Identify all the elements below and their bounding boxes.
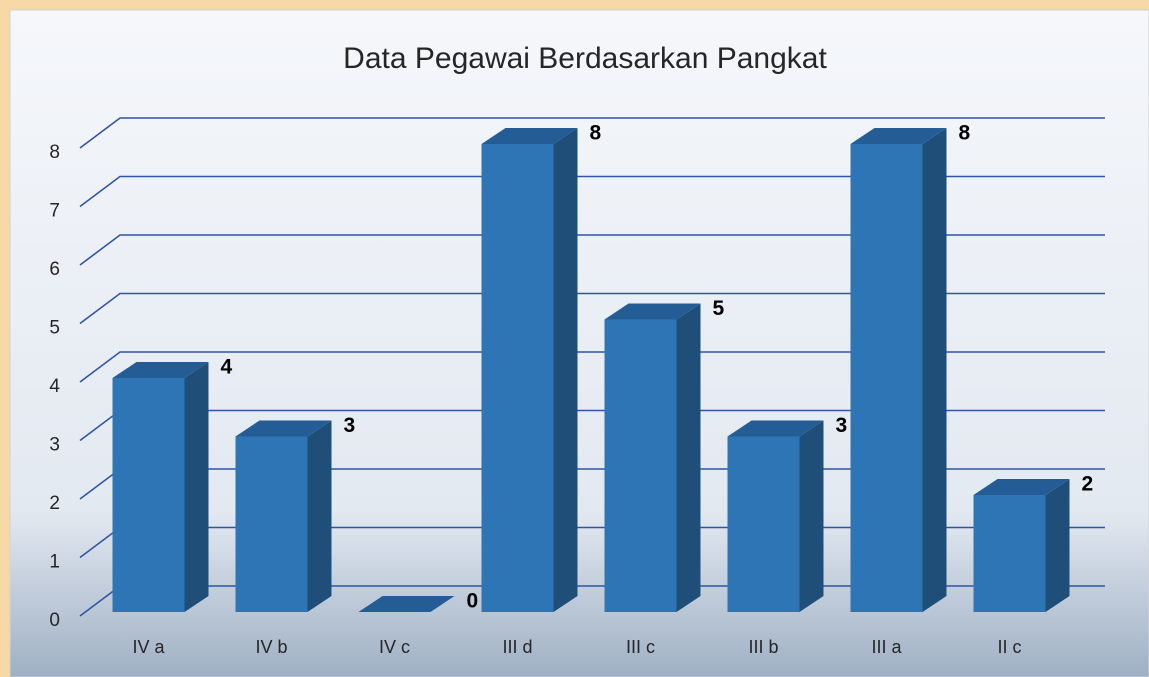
y-tick-label: 2 <box>49 493 60 514</box>
bar-top <box>481 128 578 144</box>
x-tick-label: III a <box>871 637 902 657</box>
data-label: 5 <box>713 297 725 320</box>
bar <box>235 436 308 612</box>
bar-side <box>184 362 209 612</box>
y-tick-label: 7 <box>49 201 60 222</box>
y-tick-label: 0 <box>49 610 60 631</box>
y-tick-label: 3 <box>49 435 60 456</box>
y-tick-label: 8 <box>49 142 60 163</box>
data-label: 3 <box>344 414 356 437</box>
x-tick-label: III d <box>502 637 532 657</box>
bar-side <box>922 128 947 612</box>
x-tick-label: IV a <box>132 637 165 657</box>
bar <box>850 144 923 612</box>
data-label: 2 <box>1082 473 1094 496</box>
bar-top <box>604 303 701 320</box>
x-tick-label: II c <box>997 637 1021 657</box>
bar-top <box>973 479 1070 495</box>
y-tick-label: 1 <box>49 552 60 573</box>
x-tick-label: IV b <box>255 637 287 657</box>
data-label: 8 <box>959 122 971 145</box>
bar-top <box>235 420 332 437</box>
grid-line <box>79 292 1105 325</box>
bar <box>973 495 1046 612</box>
data-label: 8 <box>590 122 602 145</box>
bar <box>112 378 185 612</box>
grid-line <box>79 175 1105 208</box>
grid-line <box>79 117 1105 149</box>
y-tick-label: 5 <box>49 318 60 339</box>
bar-side <box>307 420 332 612</box>
bar-top <box>358 596 455 612</box>
data-label: 3 <box>836 414 848 437</box>
bar <box>481 144 554 612</box>
y-tick-label: 4 <box>49 376 60 397</box>
data-label: 0 <box>467 590 479 613</box>
bar-side <box>799 420 824 612</box>
bar-top <box>112 362 209 378</box>
data-label: 4 <box>221 356 233 379</box>
x-tick-label: III c <box>626 637 655 657</box>
x-tick-label: IV c <box>379 637 410 657</box>
x-tick-label: III b <box>748 637 778 657</box>
bar-top <box>850 128 947 144</box>
bar-side <box>553 128 578 612</box>
chart-title: Data Pegawai Berdasarkan Pangkat <box>343 42 827 75</box>
bar <box>727 436 800 612</box>
bar-side <box>1045 479 1070 612</box>
bar-side <box>676 303 701 612</box>
grid-line <box>79 351 1105 383</box>
y-tick-label: 6 <box>49 259 60 280</box>
bar <box>604 319 677 612</box>
bar-top <box>727 420 824 437</box>
grid-line <box>79 234 1105 266</box>
